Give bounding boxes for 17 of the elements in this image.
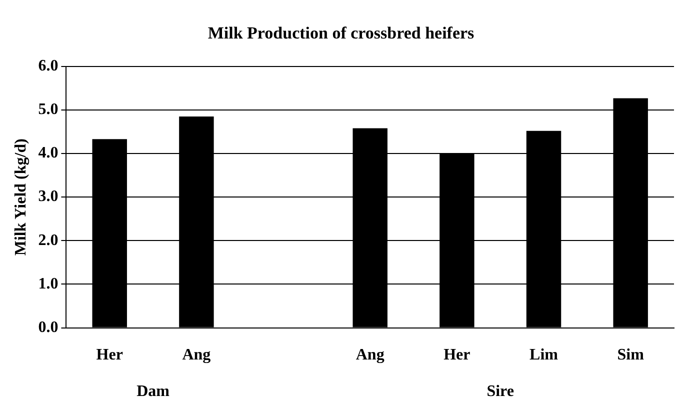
y-axis-title: Milk Yield (kg/d): [12, 138, 30, 256]
y-tick-label: 4.0: [38, 144, 58, 162]
y-tick-label: 1.0: [38, 275, 58, 292]
y-tick-label: 3.0: [38, 188, 58, 206]
y-tick-label: 6.0: [38, 58, 58, 75]
x-tick-label: Her: [96, 346, 123, 364]
x-tick-label: Her: [444, 346, 470, 364]
text: Sire: [486, 382, 514, 400]
chart-title: Milk Production of crossbred heifers: [208, 24, 475, 43]
text: Dam: [136, 382, 170, 400]
y-tick-label: 0.0: [38, 318, 58, 336]
y-tick-label: 2.0: [38, 232, 58, 249]
x-tick-label: Ang: [356, 346, 384, 364]
x-tick-label: Lim: [530, 346, 559, 364]
x-tick-label: Ang: [182, 346, 211, 364]
y-tick-label: 5.0: [38, 101, 58, 118]
x-tick-label: Sim: [617, 346, 645, 364]
